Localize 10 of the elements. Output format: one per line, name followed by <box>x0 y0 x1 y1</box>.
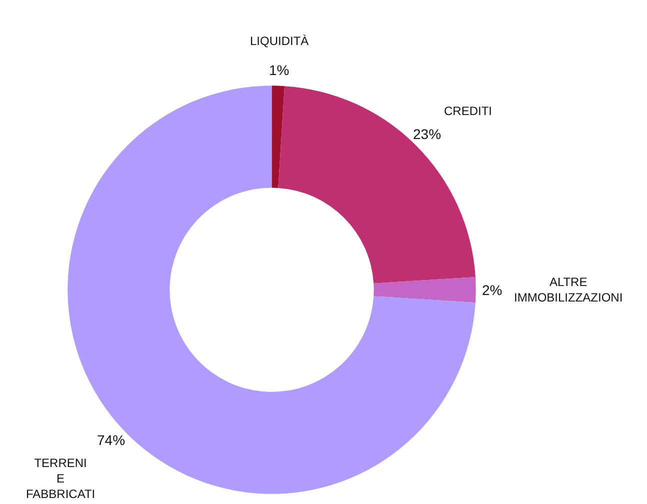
slice-label: LIQUIDITÀ <box>250 34 309 48</box>
data-label: 23% <box>413 126 442 142</box>
data-label: 1% <box>269 62 290 78</box>
data-label: 74% <box>97 432 126 448</box>
donut-slice <box>272 86 285 188</box>
donut-slice <box>374 276 476 303</box>
slice-label: ALTRE IMMOBILIZZAZIONI <box>514 275 623 305</box>
slice-label: TERRENI E FABBRICATI <box>26 456 96 502</box>
data-label: 2% <box>482 282 502 298</box>
slice-label: CREDITI <box>444 104 492 118</box>
